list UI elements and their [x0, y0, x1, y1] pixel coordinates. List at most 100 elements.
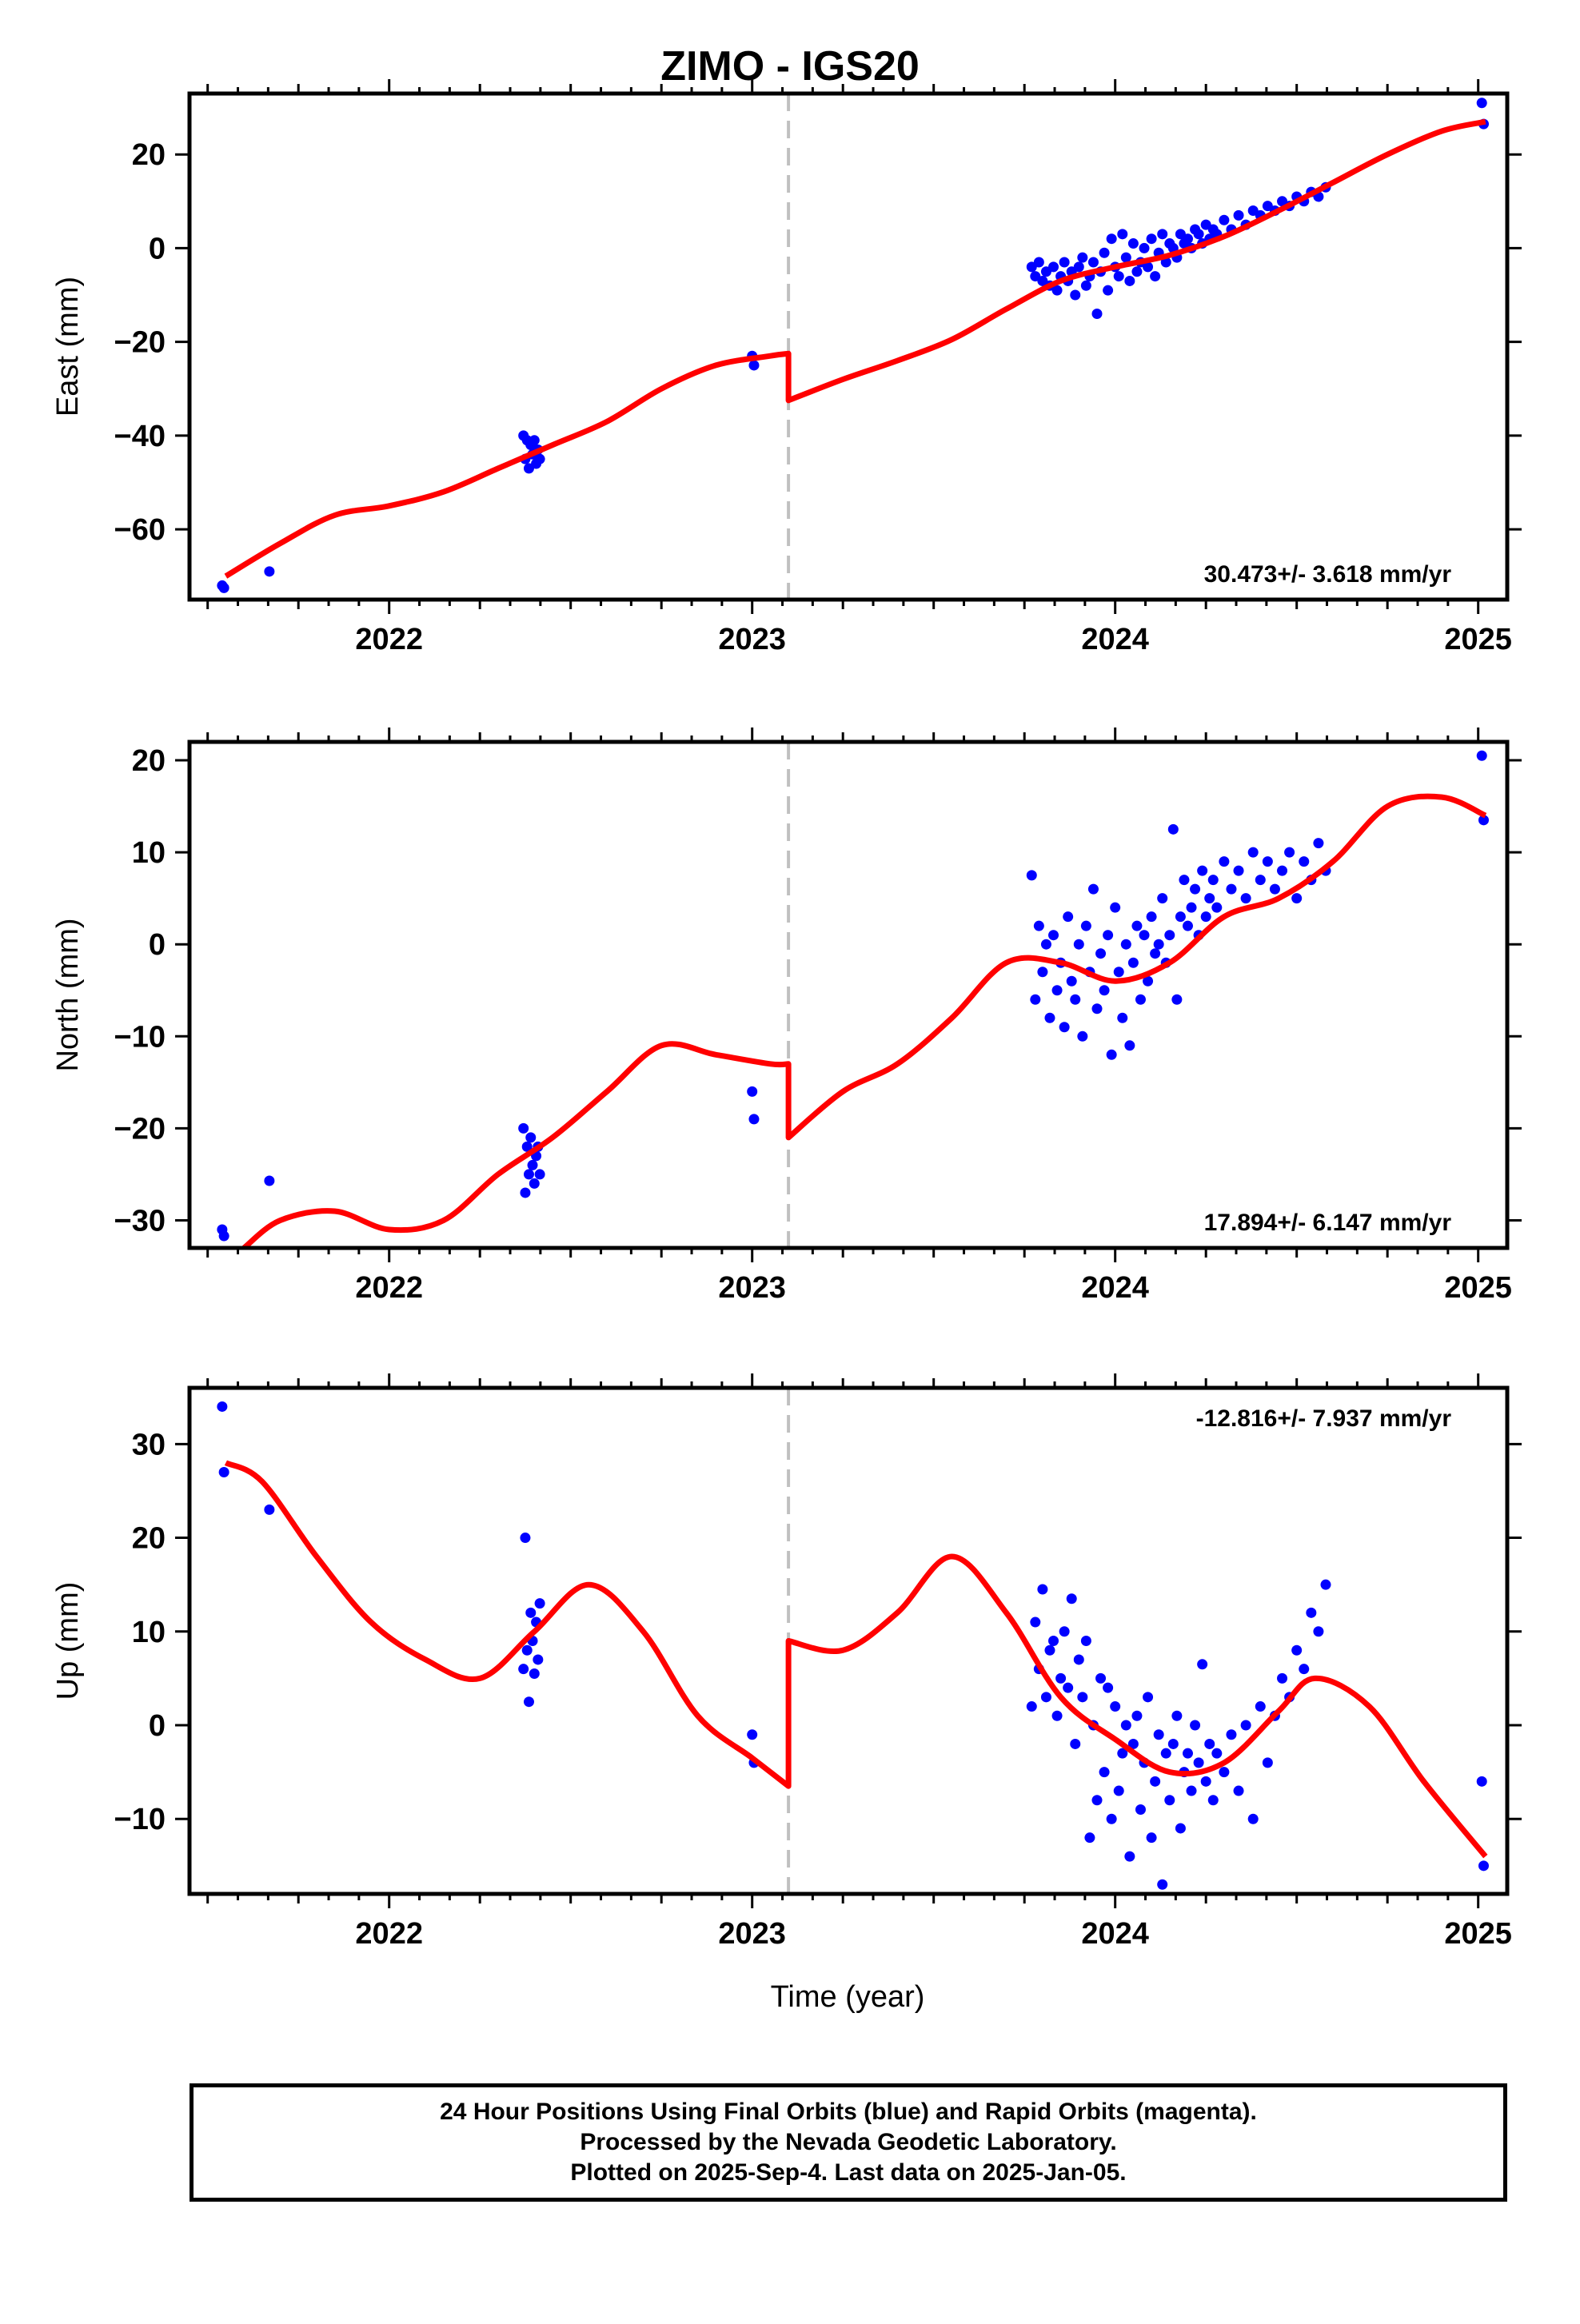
info-line-1: 24 Hour Positions Using Final Orbits (bl… — [440, 2099, 1257, 2125]
data-point — [1167, 823, 1179, 835]
data-point — [1200, 1776, 1211, 1787]
data-point — [1143, 1692, 1154, 1703]
data-point — [1124, 1040, 1135, 1051]
data-point — [1179, 875, 1190, 886]
data-point — [218, 1467, 229, 1477]
data-point — [523, 1169, 534, 1180]
data-point — [217, 1401, 228, 1412]
y-axis-label: Up (mm) — [51, 1582, 85, 1700]
y-tick-label: 10 — [132, 836, 166, 870]
data-point — [533, 1654, 544, 1665]
data-point — [1131, 1710, 1143, 1721]
y-axis-label: East (mm) — [51, 277, 85, 417]
data-point — [1262, 856, 1273, 867]
data-point — [1269, 883, 1280, 895]
data-point — [1182, 1748, 1193, 1759]
data-point — [529, 1668, 540, 1680]
data-point — [1080, 1636, 1091, 1646]
data-point — [1143, 261, 1154, 273]
data-point — [264, 1504, 275, 1515]
data-point — [1190, 883, 1201, 895]
y-tick-label: −20 — [114, 326, 166, 360]
data-point — [1099, 247, 1110, 258]
data-point — [529, 435, 540, 446]
data-point — [1095, 948, 1107, 959]
data-point — [1299, 1664, 1310, 1675]
data-point — [1087, 883, 1099, 895]
data-point — [521, 1141, 533, 1152]
data-point — [1106, 1813, 1117, 1824]
data-point — [1026, 1701, 1037, 1712]
data-point — [1063, 911, 1074, 923]
data-point — [1157, 229, 1168, 240]
data-point — [1117, 229, 1128, 240]
data-point — [1240, 893, 1251, 904]
panel-0: 2022 2023 2024 2025 −60 −40 −20 0 20 East (mm) 30.… — [51, 79, 1522, 656]
data-point — [1277, 865, 1288, 876]
data-point — [1157, 1879, 1168, 1890]
data-point — [1044, 1012, 1055, 1023]
panel-1: 2022 2023 2024 2025 −30 −20 −10 0 10 20 North (mm)… — [51, 727, 1522, 1305]
y-tick-label: −40 — [114, 420, 166, 453]
data-point — [264, 1175, 275, 1186]
data-point — [1146, 233, 1157, 245]
data-point — [1113, 967, 1124, 978]
data-point — [1127, 238, 1139, 249]
data-point — [1131, 920, 1143, 931]
data-point — [1124, 275, 1135, 286]
rate-label: 30.473+/- 3.618 mm/yr — [1204, 561, 1452, 588]
panel-2: 2022 2023 2024 2025 −10 0 10 20 30 Up (mm) -12.816… — [51, 1373, 1522, 1951]
chart-title: ZIMO - IGS20 — [660, 43, 920, 90]
data-point — [1175, 1823, 1186, 1834]
data-point — [1110, 902, 1121, 913]
data-point — [1255, 875, 1266, 886]
data-point — [518, 1122, 529, 1134]
data-point — [1226, 883, 1237, 895]
data-point — [1476, 98, 1487, 109]
data-point — [1233, 865, 1244, 876]
data-point — [1048, 261, 1059, 273]
data-point — [1091, 1003, 1103, 1015]
data-point — [1167, 1738, 1179, 1749]
data-point — [1277, 1672, 1288, 1684]
data-point — [1070, 994, 1081, 1005]
data-point — [1048, 930, 1059, 941]
plot-frame — [187, 1385, 1510, 1896]
data-point — [1059, 257, 1070, 268]
data-point — [1037, 1584, 1048, 1595]
data-point — [1110, 1701, 1121, 1712]
data-point — [1099, 1767, 1110, 1778]
rate-label: -12.816+/- 7.937 mm/yr — [1196, 1405, 1452, 1432]
data-point — [1150, 271, 1161, 282]
data-point — [1204, 893, 1215, 904]
data-point — [1153, 939, 1164, 950]
plot-frame — [187, 91, 1510, 602]
data-point — [1070, 1738, 1081, 1749]
x-tick-label: 2024 — [1081, 1271, 1149, 1305]
panels: 2022 2023 2024 2025 −60 −40 −20 0 20 East (mm) 30.… — [51, 79, 1522, 1951]
data-point — [1291, 893, 1303, 904]
data-point — [523, 1696, 534, 1708]
data-point — [1103, 1682, 1114, 1693]
data-point — [1033, 257, 1044, 268]
data-point — [534, 1169, 545, 1180]
data-point — [1306, 1607, 1317, 1618]
x-tick-label: 2025 — [1444, 1917, 1512, 1951]
data-point — [1143, 975, 1154, 987]
data-point — [1197, 865, 1208, 876]
data-point — [1211, 902, 1223, 913]
data-point — [1175, 911, 1186, 923]
data-point — [1190, 1720, 1201, 1731]
data-point — [1087, 257, 1099, 268]
y-tick-label: 0 — [149, 1709, 166, 1743]
x-tick-label: 2023 — [718, 623, 786, 656]
plot-area — [217, 98, 1489, 593]
data-point — [1164, 930, 1175, 941]
y-tick-label: 20 — [132, 1522, 166, 1556]
data-point — [1291, 1644, 1303, 1656]
data-point — [1150, 1776, 1161, 1787]
x-axis-label: Time (year) — [771, 1980, 925, 2014]
data-point — [1313, 838, 1324, 849]
data-point — [1103, 285, 1114, 296]
data-point — [1077, 252, 1088, 263]
